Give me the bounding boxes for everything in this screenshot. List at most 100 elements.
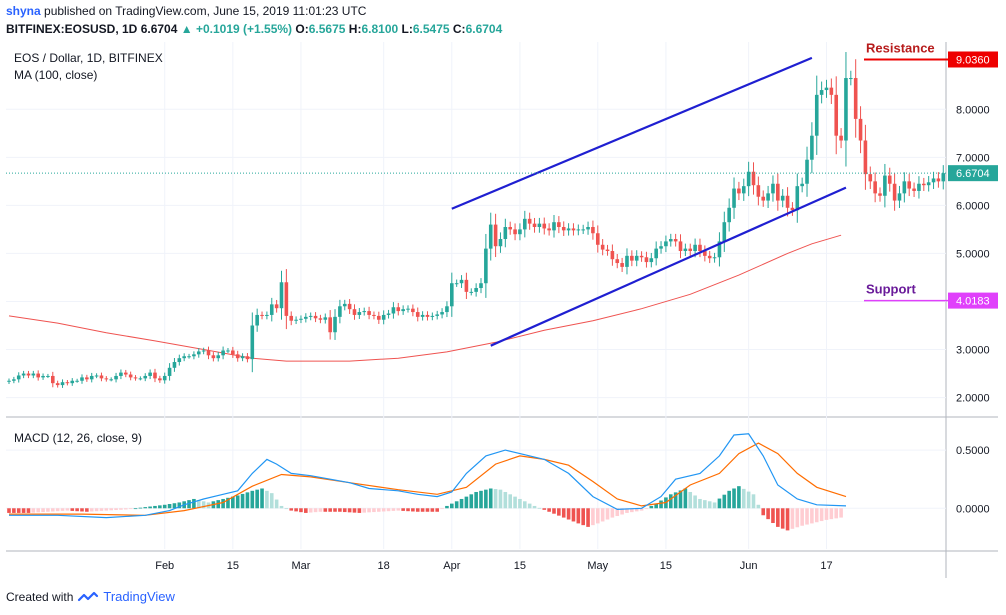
macd-histogram-bar <box>766 508 770 520</box>
candle-body <box>274 304 279 309</box>
macd-histogram-bar <box>469 494 474 509</box>
candle-body <box>80 377 84 381</box>
candle-body <box>167 367 172 376</box>
candle-body <box>133 377 138 379</box>
macd-histogram-bar <box>89 508 94 512</box>
candle-body <box>868 174 873 182</box>
candle <box>192 351 196 360</box>
candle-body <box>46 375 50 377</box>
candle <box>858 106 863 154</box>
macd-histogram-bar <box>576 508 581 524</box>
author-link[interactable]: shyna <box>6 4 41 18</box>
candle <box>221 346 225 360</box>
publish-text: published on TradingView.com, June 15, 2… <box>44 4 367 18</box>
macd-histogram-bar <box>829 508 834 520</box>
macd-histogram-bar <box>12 508 16 513</box>
candle-body <box>479 283 483 289</box>
resistance-price-flag-label: 9.0360 <box>956 54 990 66</box>
tradingview-brand-link[interactable]: TradingView <box>103 589 175 604</box>
chart-area[interactable]: EOS / Dollar, 1D, BITFINEX MA (100, close… <box>6 40 998 578</box>
candle <box>172 357 177 372</box>
candle-body <box>853 78 858 119</box>
macd-histogram-bar <box>162 504 167 509</box>
candle <box>440 308 444 319</box>
candle <box>683 243 688 257</box>
candle-body <box>36 373 40 378</box>
candle-body <box>668 239 673 242</box>
candle <box>158 375 162 383</box>
candle-body <box>260 314 264 316</box>
candle-body <box>542 223 547 229</box>
candle-body <box>907 181 912 189</box>
candle <box>659 241 663 254</box>
candle-body <box>89 375 94 380</box>
candle <box>299 315 303 324</box>
macd-histogram-bar <box>26 508 31 513</box>
close-value: 6.6704 <box>465 22 503 36</box>
macd-histogram-bar <box>581 508 585 526</box>
candle-body <box>445 306 449 313</box>
macd-histogram-bar <box>114 508 118 511</box>
time-axis-tick-label: May <box>587 560 608 572</box>
candle-body <box>522 218 527 230</box>
macd-histogram-bar <box>518 498 522 509</box>
candle-body <box>887 175 892 184</box>
candle-body <box>31 373 36 376</box>
candle <box>318 314 323 324</box>
candle-body <box>12 379 16 381</box>
candle <box>260 311 264 320</box>
candle <box>878 187 882 202</box>
price-chart-svg[interactable]: EOS / Dollar, 1D, BITFINEX MA (100, close… <box>6 40 998 578</box>
up-triangle-icon: ▲ <box>180 22 193 36</box>
macd-histogram-bar <box>454 501 459 509</box>
candle <box>338 299 342 324</box>
candle <box>333 309 337 340</box>
macd-histogram-bar <box>216 500 221 509</box>
price-axis-tick-label: 2.0000 <box>956 393 990 405</box>
candle <box>425 311 430 321</box>
candle <box>498 232 503 253</box>
upper-channel-trendline <box>451 56 813 210</box>
candle-body <box>338 306 342 317</box>
time-axis-tick-label: 15 <box>227 560 239 572</box>
candle <box>114 372 118 383</box>
candle <box>484 233 488 298</box>
candle <box>591 220 595 240</box>
candle <box>605 244 610 256</box>
candle-body <box>771 183 775 194</box>
price-axis-tick-label: 8.0000 <box>956 104 990 116</box>
candle <box>231 346 235 358</box>
candle-body <box>561 227 566 231</box>
candle <box>630 250 634 267</box>
candle <box>810 122 814 174</box>
candle <box>595 225 600 253</box>
candle-body <box>834 94 839 136</box>
candle <box>703 245 707 262</box>
candle <box>36 370 40 381</box>
macd-histogram-bar <box>357 508 362 513</box>
candle-body <box>595 233 600 245</box>
candle <box>887 167 892 192</box>
candle-body <box>318 318 323 320</box>
candle <box>907 173 912 197</box>
open-label: O: <box>295 22 309 36</box>
candle <box>196 348 201 358</box>
candle <box>362 307 367 316</box>
candle <box>46 373 50 379</box>
macd-histogram-bar <box>240 493 245 509</box>
macd-histogram-bar <box>41 508 45 513</box>
candle <box>785 187 790 217</box>
candle-body <box>352 309 357 315</box>
candle-body <box>493 224 498 247</box>
macd-histogram-bar <box>367 508 371 513</box>
candle-body <box>26 373 31 376</box>
candle <box>294 316 298 325</box>
macd-histogram-bar <box>484 489 488 509</box>
last-price-flag <box>948 165 998 182</box>
candle <box>839 128 843 149</box>
candle-body <box>664 241 668 247</box>
candle-body <box>357 312 362 315</box>
time-axis-tick-label: 17 <box>820 560 832 572</box>
candle <box>459 275 464 288</box>
tradingview-logo-icon <box>78 591 99 601</box>
